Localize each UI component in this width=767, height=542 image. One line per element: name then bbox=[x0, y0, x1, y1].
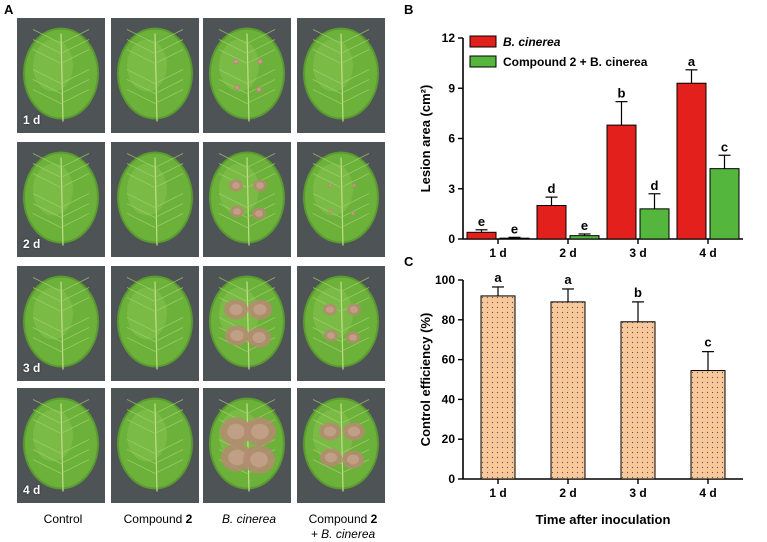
leaf-photo bbox=[111, 388, 199, 503]
leaf-photo bbox=[111, 142, 199, 257]
x-tick-label: 4 d bbox=[699, 246, 716, 260]
y-tick-label: 9 bbox=[448, 81, 455, 95]
leaf-photo bbox=[203, 266, 291, 381]
x-tick-label: 4 d bbox=[699, 486, 716, 500]
day-label: 1 d bbox=[23, 113, 41, 127]
leaf-photo bbox=[203, 142, 291, 257]
x-tick-label: 2 d bbox=[559, 486, 576, 500]
panel-letter-c: C bbox=[404, 254, 414, 269]
y-tick-label: 12 bbox=[442, 31, 456, 45]
y-tick-label: 60 bbox=[442, 353, 456, 367]
significance-label: c bbox=[704, 335, 711, 350]
panel-letter-b: B bbox=[404, 2, 414, 17]
day-label: 3 d bbox=[23, 361, 41, 375]
significance-label: a bbox=[688, 54, 696, 69]
significance-label: a bbox=[564, 272, 572, 287]
y-axis-label: Lesion area (cm²) bbox=[418, 85, 433, 193]
y-tick-label: 3 bbox=[448, 182, 455, 196]
column-label-compound-2: Compound 2 bbox=[123, 512, 193, 526]
leaf-photo bbox=[203, 388, 291, 503]
bar bbox=[569, 235, 600, 240]
leaf-photo: 1 d bbox=[17, 18, 105, 133]
y-tick-label: 0 bbox=[448, 472, 455, 486]
leaf-photo bbox=[111, 266, 199, 381]
day-label: 4 d bbox=[23, 483, 41, 497]
leaf-photo bbox=[297, 388, 385, 503]
significance-label: d bbox=[651, 178, 659, 193]
x-axis-label: Time after inoculation bbox=[536, 512, 671, 527]
legend-swatch bbox=[469, 55, 497, 68]
day-label: 2 d bbox=[23, 237, 41, 251]
significance-label: a bbox=[494, 270, 502, 285]
bar bbox=[606, 124, 637, 240]
column-label-b-cinerea: B. cinerea bbox=[221, 512, 277, 526]
bar bbox=[499, 237, 530, 240]
y-tick-label: 0 bbox=[448, 232, 455, 246]
significance-label: b bbox=[618, 86, 626, 101]
leaf-photo bbox=[297, 18, 385, 133]
x-tick-label: 3 d bbox=[629, 246, 646, 260]
y-tick-label: 6 bbox=[448, 132, 455, 146]
leaf-photo-grid: 1 d 2 d 3 d 4 d bbox=[17, 18, 391, 506]
bar bbox=[480, 295, 516, 480]
bar bbox=[620, 321, 656, 480]
bar bbox=[690, 370, 726, 480]
legend-entry: Compound 2 + B. cinerea bbox=[503, 55, 648, 69]
legend-swatch bbox=[469, 35, 497, 48]
y-axis-label: Control efficiency (%) bbox=[418, 313, 433, 447]
bar bbox=[536, 205, 567, 240]
significance-label: e bbox=[511, 221, 518, 236]
significance-label: c bbox=[721, 139, 728, 154]
y-tick-label: 80 bbox=[442, 313, 456, 327]
x-tick-label: 3 d bbox=[629, 486, 646, 500]
bar bbox=[709, 168, 740, 240]
x-tick-label: 2 d bbox=[559, 246, 576, 260]
column-label-control: Control bbox=[43, 512, 83, 526]
leaf-photo bbox=[111, 18, 199, 133]
significance-label: b bbox=[634, 285, 642, 300]
y-tick-label: 20 bbox=[442, 432, 456, 446]
x-tick-label: 1 d bbox=[489, 246, 506, 260]
significance-label: d bbox=[548, 181, 556, 196]
leaf-photo: 3 d bbox=[17, 266, 105, 381]
leaf-photo bbox=[203, 18, 291, 133]
significance-label: e bbox=[478, 214, 485, 229]
bar bbox=[466, 231, 497, 240]
x-tick-label: 1 d bbox=[489, 486, 506, 500]
bar bbox=[550, 301, 586, 480]
legend-entry: B. cinerea bbox=[503, 35, 561, 49]
leaf-photo: 4 d bbox=[17, 388, 105, 503]
panel-letter-a: A bbox=[4, 2, 14, 17]
leaf-photo bbox=[297, 266, 385, 381]
bar bbox=[639, 208, 670, 240]
leaf-photo: 2 d bbox=[17, 142, 105, 257]
y-tick-label: 40 bbox=[442, 392, 456, 406]
bar bbox=[676, 82, 707, 240]
significance-label: e bbox=[581, 218, 588, 233]
column-label-compound-2-b-cinerea: Compound 2 + B. cinerea bbox=[308, 512, 378, 541]
leaf-photo bbox=[297, 142, 385, 257]
y-tick-label: 100 bbox=[435, 273, 455, 287]
